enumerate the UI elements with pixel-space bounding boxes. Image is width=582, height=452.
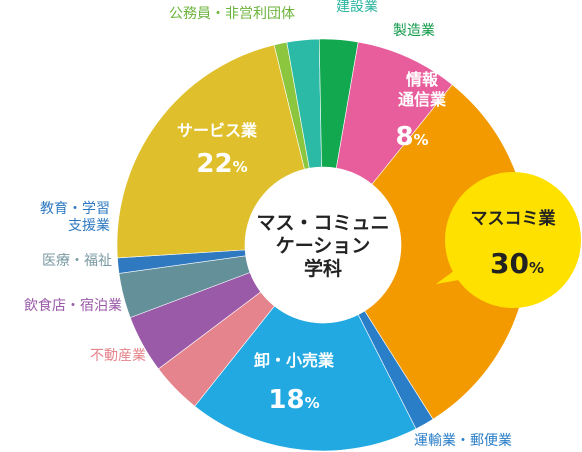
- callout-group: [436, 172, 581, 308]
- slice-8-label: 飲食店・宿泊業: [24, 297, 122, 314]
- slice-11-value: 22%: [196, 149, 247, 179]
- slice-4-value: 30%: [490, 247, 544, 280]
- slice-6-unit: %: [305, 394, 320, 412]
- slice-3-label: 通信業: [398, 90, 447, 109]
- slice-5-label: 運輸業・郵便業: [414, 433, 512, 449]
- slice-7-label: 不動産業: [90, 348, 146, 364]
- slice-10-label: 支援業: [68, 218, 110, 234]
- slice-11-unit: %: [233, 158, 248, 176]
- center-hole: [245, 167, 401, 323]
- slice-6-label: 卸・小売業: [254, 351, 335, 370]
- slice-2-label: 製造業: [393, 23, 435, 39]
- slice-10-label: 教育・学習: [40, 201, 110, 217]
- slice-1-label: 建設業: [336, 0, 378, 15]
- callout-bubble: [445, 172, 581, 308]
- slice-4-unit: %: [529, 259, 544, 277]
- slice-0-label: 公務員・非営利団体: [169, 6, 295, 22]
- slice-11-label: サービス業: [177, 121, 258, 140]
- slice-3-label: 情報: [406, 70, 439, 89]
- center-label-line: 学科: [304, 257, 342, 280]
- slices-group: [116, 38, 530, 452]
- center-label-line: ケーション: [276, 235, 371, 257]
- slice-4-label: マスコミ業: [471, 208, 556, 229]
- slice-3-unit: %: [414, 131, 429, 149]
- slice-9-label: 医療・福祉: [42, 252, 112, 269]
- center-label-line: マス・コミュニ: [256, 212, 389, 234]
